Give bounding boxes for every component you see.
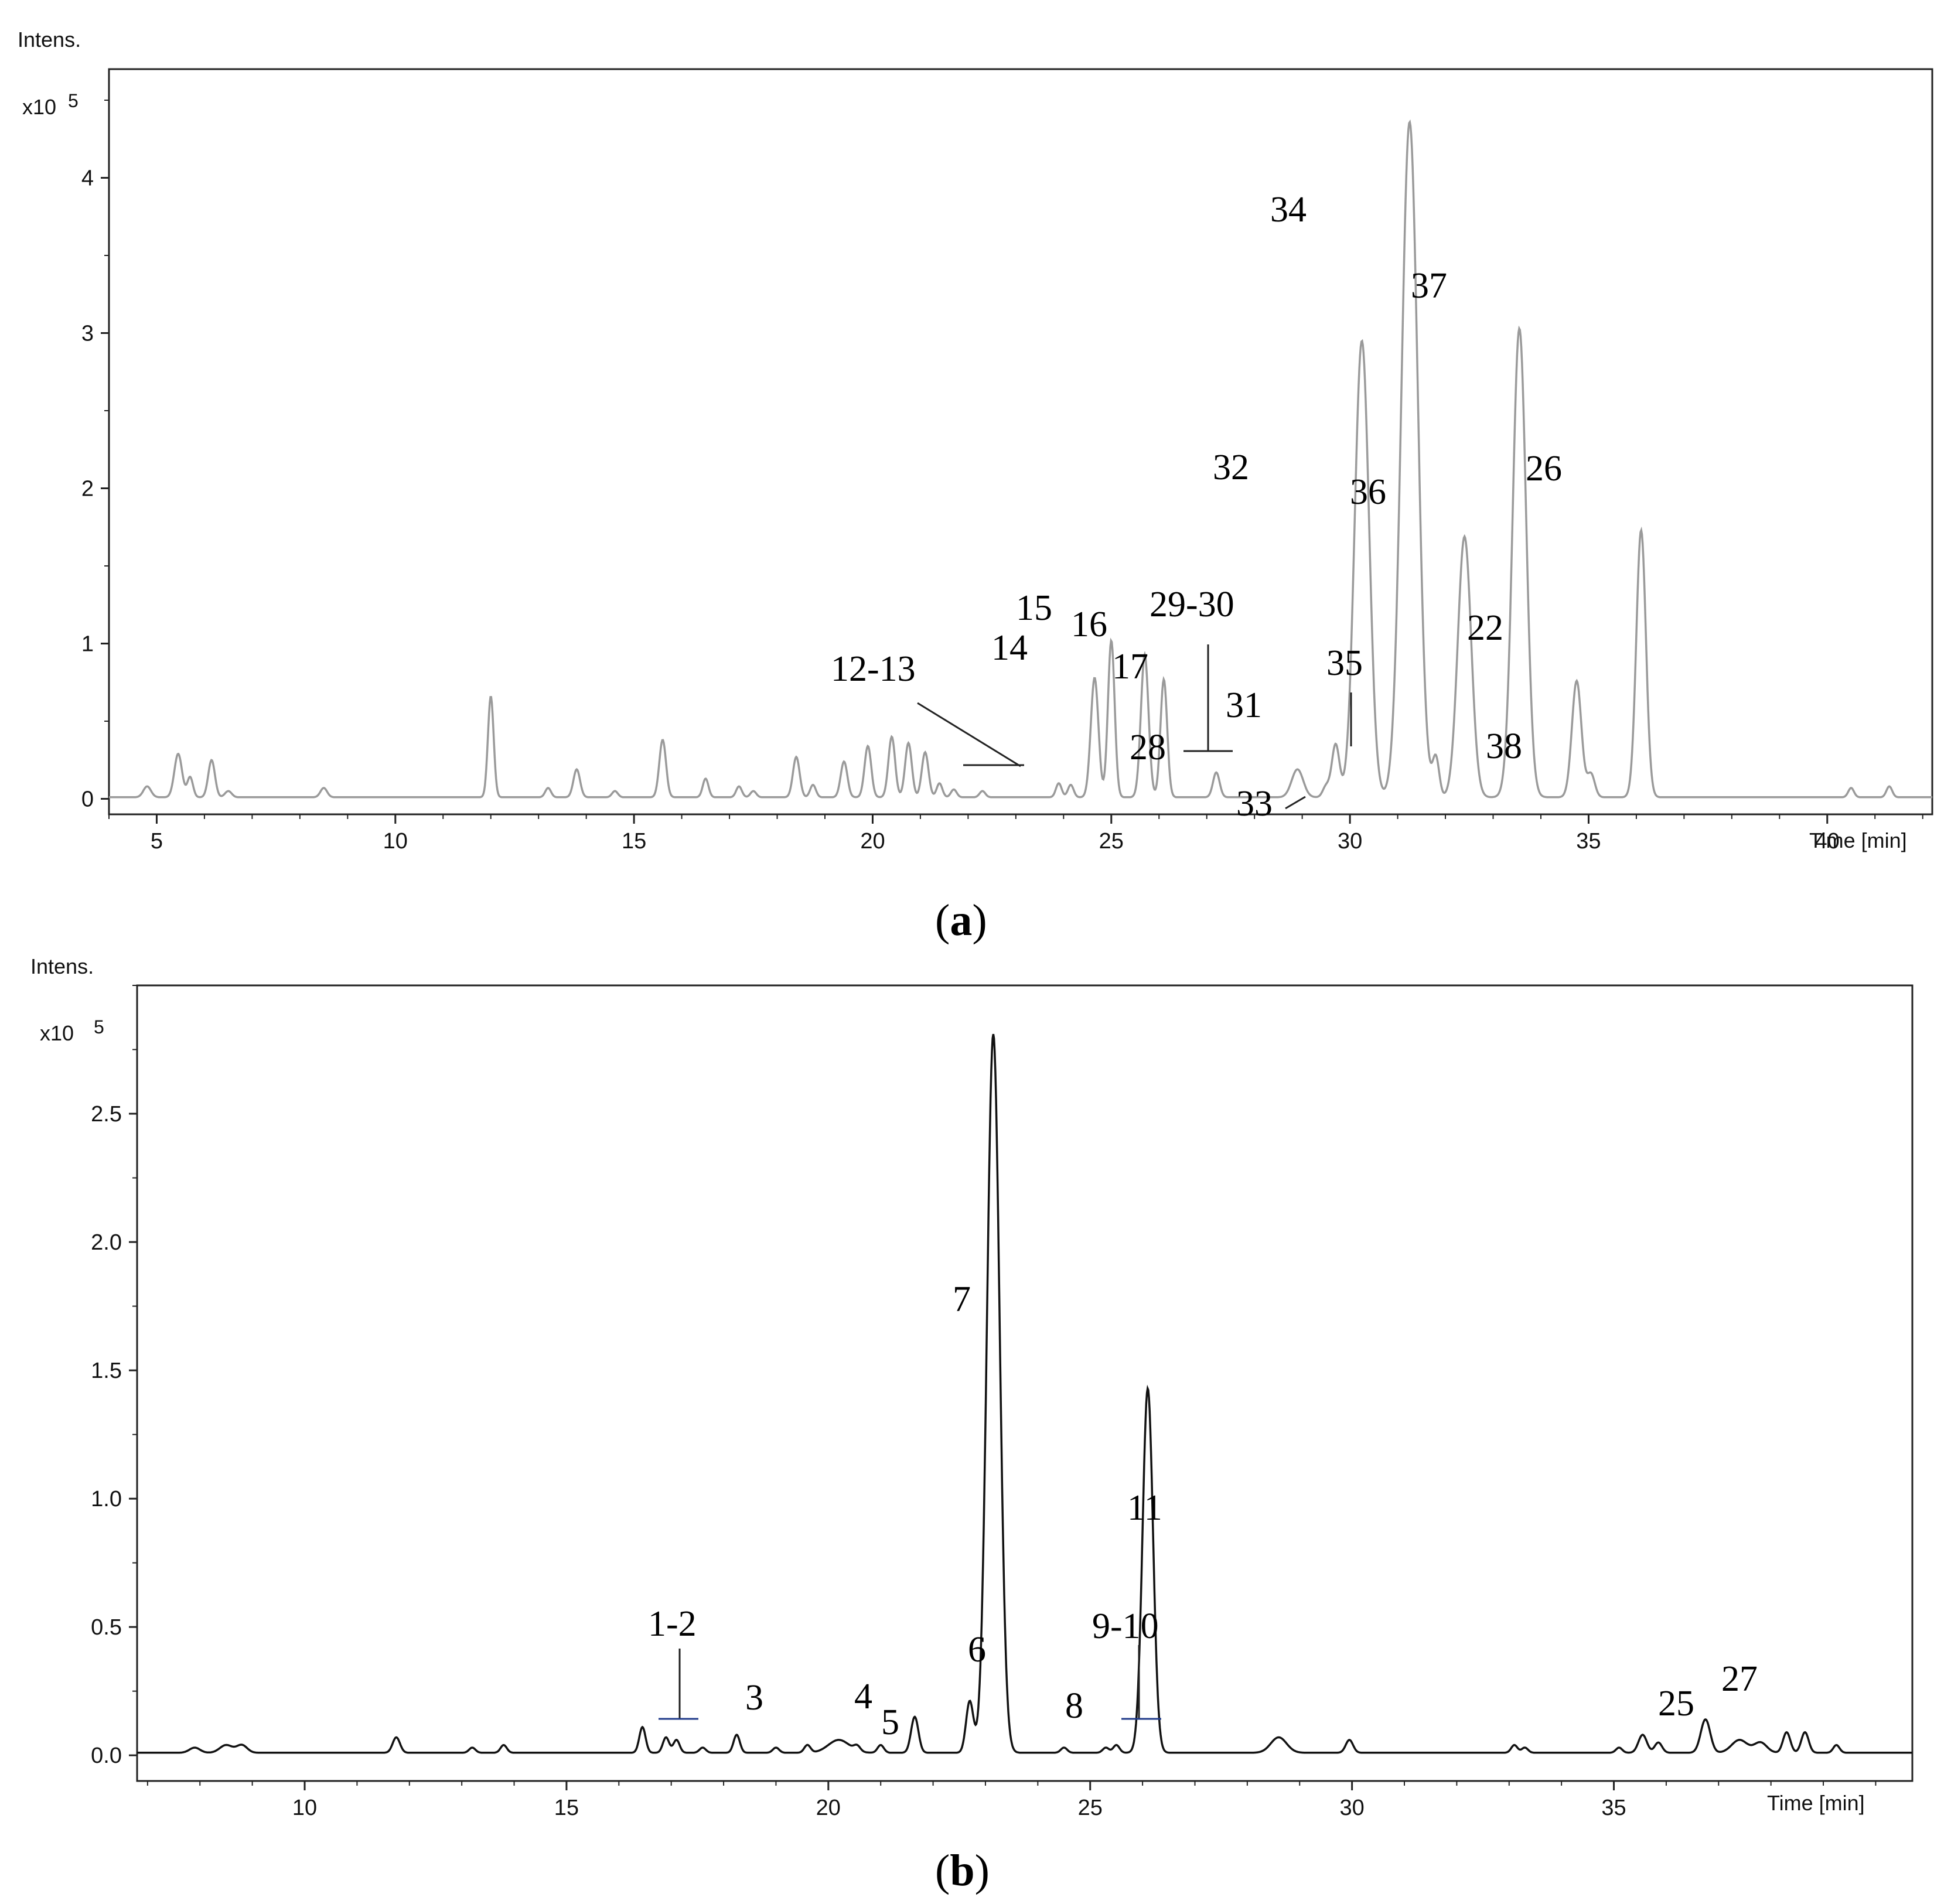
chart-a-x-tick-label: 20 bbox=[860, 829, 885, 854]
chart-b-y-tick-label: 0.0 bbox=[91, 1743, 122, 1768]
chart-a-y-tick-label: 0 bbox=[81, 787, 94, 812]
peak-label-28: 28 bbox=[1130, 728, 1166, 767]
peak-label-7: 7 bbox=[953, 1279, 971, 1319]
chart-a-scale-label: x10 bbox=[22, 95, 56, 119]
peak-label-15: 15 bbox=[1016, 588, 1052, 628]
chart-a-x-tick-label: 40 bbox=[1815, 829, 1840, 854]
chart-b-plot-frame bbox=[136, 984, 1914, 1782]
chart-a-x-tick-label: 10 bbox=[383, 829, 408, 854]
peak-label-14: 14 bbox=[991, 628, 1028, 668]
chart-a-x-tick-label: 30 bbox=[1338, 829, 1362, 854]
chart-a-scale-exponent: 5 bbox=[68, 90, 79, 111]
peak-label-32: 32 bbox=[1213, 448, 1249, 487]
peak-label-9-10: 9-10 bbox=[1092, 1606, 1159, 1646]
chart-a-xlabel: Time [min] bbox=[1809, 828, 1907, 852]
chart-b-x-tick-label: 35 bbox=[1601, 1796, 1626, 1820]
chart-a-trace bbox=[109, 119, 1932, 799]
peak-label-37: 37 bbox=[1411, 266, 1447, 306]
peak-label-17: 17 bbox=[1112, 647, 1148, 687]
peak-label-8: 8 bbox=[1065, 1686, 1083, 1726]
leader-line-12-13 bbox=[917, 702, 1021, 767]
peak-label-31: 31 bbox=[1226, 685, 1262, 725]
peak-label-33: 33 bbox=[1236, 784, 1273, 824]
peak-label-38: 38 bbox=[1486, 726, 1522, 766]
chart-b: Intens. x10 5 0.0 0.5 1.0 1.5 2.0 2.5 10 15 20 2… bbox=[30, 954, 1914, 1820]
chart-a-x-tick-label: 35 bbox=[1576, 829, 1601, 854]
peak-label-26: 26 bbox=[1526, 449, 1562, 489]
peak-label-6: 6 bbox=[968, 1630, 986, 1670]
chart-a-y-tick-label: 4 bbox=[81, 166, 94, 191]
panel-label-b: (b) bbox=[935, 1846, 990, 1895]
chart-b-x-axis: 10 15 20 25 30 35 bbox=[146, 1781, 1877, 1820]
peak-label-16: 16 bbox=[1071, 605, 1107, 644]
chart-b-y-tick-label: 2.0 bbox=[91, 1230, 122, 1255]
peak-label-1-2: 1-2 bbox=[648, 1604, 697, 1644]
chart-b-trace bbox=[137, 1033, 1912, 1754]
chart-b-y-tick-label: 2.5 bbox=[91, 1102, 122, 1127]
chart-a-y-tick-label: 1 bbox=[81, 632, 94, 657]
leader-line-33 bbox=[1285, 796, 1306, 810]
chart-a-x-tick-label: 5 bbox=[151, 829, 163, 854]
chart-a-ylabel: Intens. bbox=[18, 28, 81, 52]
chart-b-y-axis: 0.0 0.5 1.0 1.5 2.0 2.5 bbox=[91, 985, 137, 1768]
chart-b-x-tick-label: 25 bbox=[1078, 1796, 1103, 1820]
peak-label-34: 34 bbox=[1270, 190, 1307, 230]
chart-a-x-axis: 5 10 15 20 25 30 35 40 bbox=[108, 814, 1923, 854]
peak-label-5: 5 bbox=[881, 1702, 899, 1742]
chart-b-x-tick-label: 15 bbox=[554, 1796, 579, 1820]
peak-label-29-30: 29-30 bbox=[1150, 585, 1234, 625]
chart-b-scale-label: x10 bbox=[40, 1021, 74, 1045]
chart-b-y-tick-label: 1.5 bbox=[91, 1359, 122, 1383]
chart-b-y-tick-label: 0.5 bbox=[91, 1615, 122, 1640]
chart-b-y-tick-label: 1.0 bbox=[91, 1487, 122, 1511]
chart-b-x-tick-label: 30 bbox=[1339, 1796, 1364, 1820]
chart-a-y-tick-label: 3 bbox=[81, 322, 94, 346]
chart-b-ylabel: Intens. bbox=[30, 954, 94, 978]
peak-label-27: 27 bbox=[1721, 1659, 1758, 1699]
chart-a-plot-frame bbox=[108, 68, 1933, 815]
chart-b-x-tick-label: 20 bbox=[816, 1796, 841, 1820]
peak-label-12-13: 12-13 bbox=[831, 649, 916, 689]
peak-label-35: 35 bbox=[1326, 643, 1363, 683]
peak-label-22: 22 bbox=[1467, 608, 1503, 648]
chart-a-y-tick-label: 2 bbox=[81, 477, 94, 501]
chart-a-x-tick-label: 25 bbox=[1099, 829, 1124, 854]
chart-a-y-axis: 0 1 2 3 4 bbox=[81, 100, 109, 812]
peak-label-36: 36 bbox=[1350, 472, 1386, 512]
peak-label-25: 25 bbox=[1658, 1684, 1694, 1724]
peak-label-3: 3 bbox=[745, 1678, 763, 1718]
chart-b-scale-exponent: 5 bbox=[94, 1016, 104, 1038]
peak-label-11: 11 bbox=[1127, 1488, 1162, 1528]
chart-b-xlabel: Time [min] bbox=[1767, 1791, 1865, 1815]
chart-b-x-tick-label: 10 bbox=[292, 1796, 317, 1820]
panel-label-a: (a) bbox=[935, 896, 987, 945]
chart-a-x-tick-label: 15 bbox=[622, 829, 646, 854]
peak-label-4: 4 bbox=[854, 1677, 872, 1717]
